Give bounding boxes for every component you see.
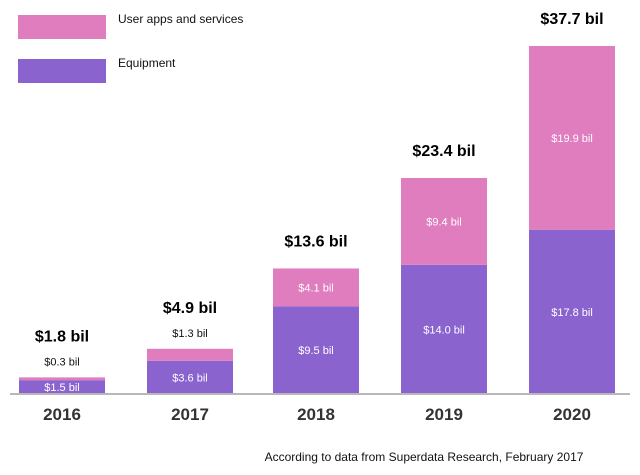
legend-label-0: User apps and services: [118, 12, 243, 26]
x-tick-2018: 2018: [297, 405, 335, 424]
total-label-2016: $1.8 bil: [35, 328, 89, 345]
legend-swatch-0: [18, 15, 106, 39]
data-label-2019-equipment: $14.0 bil: [423, 324, 465, 336]
data-label-2019-apps: $9.4 bil: [426, 216, 461, 228]
data-label-2016-equipment: $1.5 bil: [44, 382, 79, 394]
bar-2016-apps: [19, 377, 105, 381]
legend-label-1: Equipment: [118, 56, 176, 70]
bar-2019-apps: [401, 178, 487, 265]
bar-2017-apps: [147, 348, 233, 361]
x-tick-2016: 2016: [43, 405, 81, 424]
x-tick-2019: 2019: [425, 405, 463, 424]
bars: [19, 46, 615, 394]
total-label-2020: $37.7 bil: [540, 11, 603, 28]
bar-2017-equipment: [147, 360, 233, 394]
data-label-2018-equipment: $9.5 bil: [298, 345, 333, 357]
total-label-2017: $4.9 bil: [163, 300, 217, 317]
bar-2020-equipment: [529, 229, 615, 394]
x-tick-2017: 2017: [171, 405, 209, 424]
data-label-2018-apps: $4.1 bil: [298, 282, 333, 294]
data-label-2017-apps: $1.3 bil: [172, 328, 207, 340]
total-label-2018: $13.6 bil: [284, 233, 347, 250]
bar-2018-equipment: [273, 306, 359, 394]
data-label-2016-apps: $0.3 bil: [44, 356, 79, 368]
bar-2019-equipment: [401, 264, 487, 394]
data-label-2017-equipment: $3.6 bil: [172, 372, 207, 384]
data-label-2020-equipment: $17.8 bil: [551, 307, 593, 319]
source-note: According to data from Superdata Researc…: [265, 450, 584, 464]
total-labels: $1.8 bil $4.9 bil $13.6 bil $23.4 bil $37.7 …: [35, 11, 604, 345]
bar-2020-apps: [529, 46, 615, 230]
legend: User apps and services Equipment: [18, 12, 243, 83]
x-axis-ticks: 2016 2017 2018 2019 2020: [43, 405, 591, 424]
legend-swatch-1: [18, 59, 106, 83]
total-label-2019: $23.4 bil: [412, 143, 475, 160]
x-tick-2020: 2020: [553, 405, 591, 424]
data-label-2020-apps: $19.9 bil: [551, 133, 593, 145]
bar-2016-equipment: [19, 380, 105, 394]
bar-2018-apps: [273, 268, 359, 307]
data-labels: $1.5 bil $0.3 bil $3.6 bil $1.3 bil $9.5 bil…: [44, 133, 593, 394]
